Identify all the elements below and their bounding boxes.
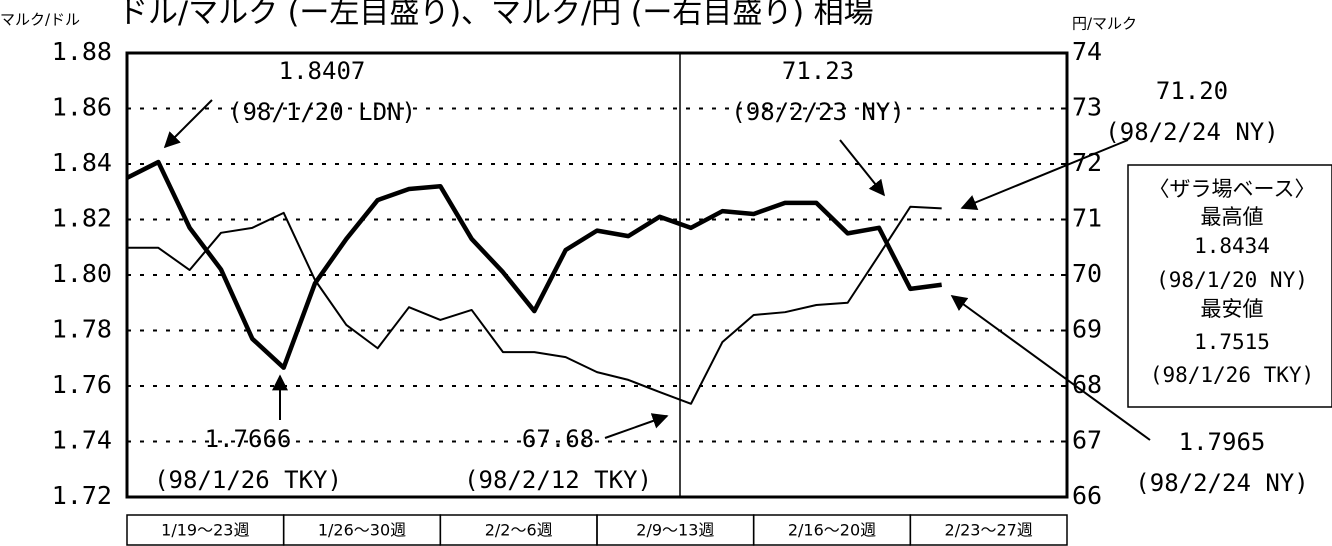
y-tick-label: 1.78 [52, 315, 112, 344]
week-box [909, 514, 1068, 546]
arrow [604, 413, 669, 439]
info-box-text: 1.7515 [1194, 330, 1270, 354]
info-box-text: 最安値 [1201, 297, 1264, 321]
arrow [960, 139, 1129, 210]
info-box-text: (98/1/26 TKY) [1150, 363, 1314, 387]
y-tick-label: 1.84 [52, 148, 112, 177]
x-tick-label: 2/9〜13週 [636, 521, 714, 540]
y-tick-label: 1.80 [52, 259, 112, 288]
arrow [950, 295, 1151, 441]
y2-tick-label: 71 [1072, 204, 1102, 233]
annotation: (98/2/24 NY) [1135, 469, 1308, 497]
y-tick-label: 1.86 [52, 93, 112, 122]
x-tick-label: 1/19〜23週 [161, 521, 249, 540]
arrows [163, 99, 1151, 441]
y2-tick-label: 67 [1072, 426, 1102, 455]
x-tick-label: 2/16〜20週 [788, 521, 876, 540]
x-tick-label: 2/23〜27週 [945, 521, 1033, 540]
info-box-text: 1.8434 [1194, 234, 1270, 258]
annotation: 1.7666 [205, 425, 292, 453]
y-tick-label: 1.74 [52, 426, 112, 455]
info-box-text: 〈ザラ場ベース〉 [1149, 177, 1316, 201]
y2-tick-label: 73 [1072, 93, 1102, 122]
annotation: 71.23 [782, 57, 854, 85]
annotation: (98/1/20 LDN) [228, 98, 416, 126]
series-line [127, 205, 942, 405]
info-box-text: 最高値 [1201, 205, 1264, 229]
annotation: 67.68 [522, 425, 594, 453]
y2-tick-label: 69 [1072, 315, 1102, 344]
y-axis-label: マルク/ドル [0, 11, 80, 29]
annotation: 1.8407 [279, 57, 366, 85]
y-tick-label: 1.72 [52, 481, 112, 510]
y-tick-label: 1.76 [52, 370, 112, 399]
annotation: 71.20 [1156, 77, 1228, 105]
y2-tick-label: 72 [1072, 148, 1102, 177]
y2-tick-label: 66 [1072, 481, 1102, 510]
annotation: (98/2/24 NY) [1105, 118, 1278, 146]
y-tick-label: 1.82 [52, 204, 112, 233]
annotation: (98/1/26 TKY) [154, 466, 342, 494]
annotation: (98/2/23 NY) [731, 98, 904, 126]
y2-axis-label: 円/マルク [1072, 15, 1137, 33]
series-line [125, 159, 942, 370]
arrow [839, 139, 885, 197]
y-tick-label: 1.88 [52, 37, 112, 66]
info-box-text: (98/1/20 NY) [1156, 268, 1308, 292]
arrow [163, 99, 213, 149]
x-tick-label: 1/26〜30週 [318, 521, 406, 540]
y2-tick-label: 74 [1072, 37, 1102, 66]
annotation: 1.7965 [1179, 428, 1266, 456]
x-tick-label: 2/2〜6週 [485, 521, 553, 540]
annotation: (98/2/12 TKY) [464, 466, 652, 494]
y2-tick-label: 68 [1072, 370, 1102, 399]
y2-tick-label: 70 [1072, 259, 1102, 288]
chart-title: ドル/マルク (ー左目盛り)、マルク/円 (ー右目盛り) 相場 [118, 0, 874, 31]
info-box-frame [1127, 164, 1332, 408]
